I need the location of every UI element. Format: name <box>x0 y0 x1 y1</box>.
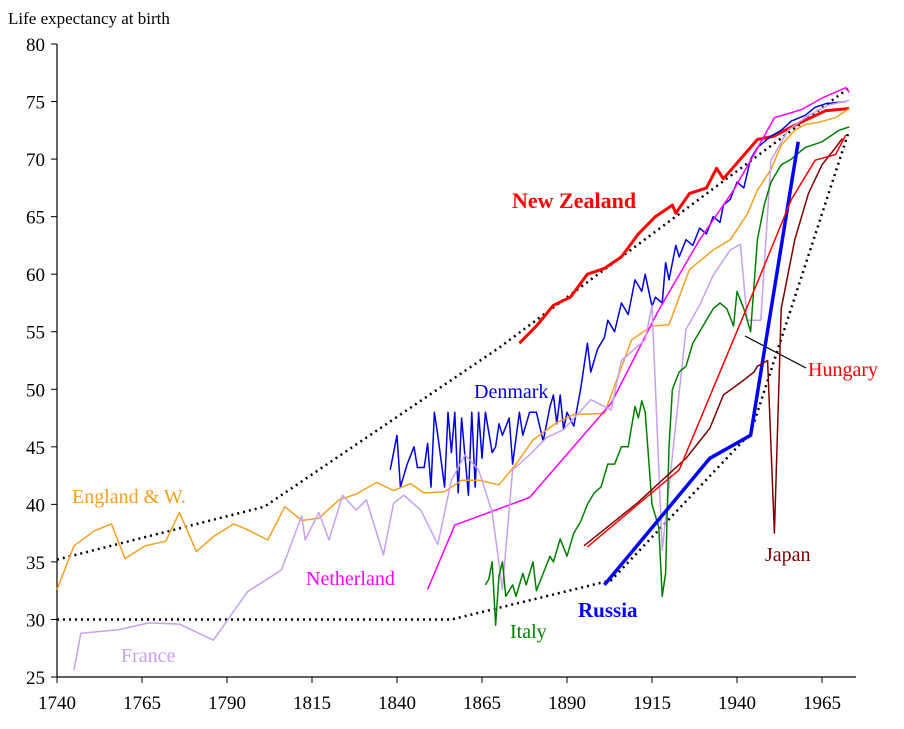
y-tick-label: 25 <box>26 668 45 689</box>
y-tick-label: 70 <box>26 150 45 171</box>
y-tick-label: 65 <box>26 208 45 229</box>
y-tick-label: 35 <box>26 553 45 574</box>
x-tick-label: 1790 <box>208 693 246 714</box>
series-line <box>603 141 800 587</box>
x-tick-label: 1740 <box>38 693 76 714</box>
series-line <box>484 126 850 626</box>
series-label: Russia <box>578 598 638 622</box>
x-tick-label: 1765 <box>123 693 161 714</box>
series-label: France <box>121 645 176 667</box>
x-tick-label: 1815 <box>293 693 331 714</box>
series-line <box>583 137 844 547</box>
series-label: Netherland <box>306 568 395 590</box>
x-tick-label: 1915 <box>633 693 671 714</box>
y-tick-label: 30 <box>26 610 45 631</box>
series-label: Denmark <box>474 381 548 403</box>
envelope-line <box>56 86 850 561</box>
y-tick-label: 40 <box>26 495 45 516</box>
series-label: England & W. <box>72 486 186 508</box>
x-tick-label: 1940 <box>718 693 756 714</box>
y-axis-label: Life expectancy at birth <box>8 9 170 28</box>
x-tick-label: 1840 <box>378 693 416 714</box>
y-tick-label: 80 <box>26 35 45 56</box>
series-label: New Zealand <box>512 188 636 213</box>
series-label: Hungary <box>808 359 878 381</box>
x-tick-label: 1865 <box>463 693 501 714</box>
y-tick-label: 75 <box>26 93 45 114</box>
series-line <box>426 86 850 590</box>
series-line <box>73 99 850 671</box>
series-line <box>586 134 847 548</box>
y-tick-label: 60 <box>26 265 45 286</box>
envelope-line <box>57 129 851 621</box>
y-tick-label: 55 <box>26 323 45 344</box>
x-tick-label: 1890 <box>548 693 586 714</box>
series-line <box>56 107 850 590</box>
series-label: Italy <box>510 621 547 643</box>
series-line <box>389 100 846 496</box>
x-tick-label: 1965 <box>803 693 841 714</box>
y-tick-label: 45 <box>26 438 45 459</box>
y-tick-label: 50 <box>26 380 45 401</box>
series-label: Japan <box>765 544 811 566</box>
series-line <box>518 107 850 345</box>
hungary-leader <box>744 335 807 369</box>
